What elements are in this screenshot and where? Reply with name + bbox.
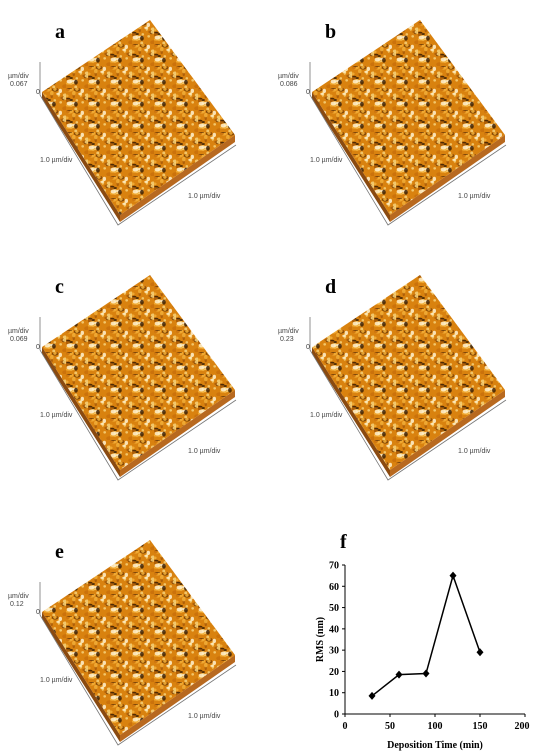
z-max: 0.067: [10, 81, 28, 88]
afm-surface: [42, 275, 235, 470]
y-tick-label: 70: [329, 561, 339, 572]
data-line: [372, 576, 480, 696]
x-tick-label: 100: [428, 721, 443, 732]
z-max: 0.086: [280, 81, 298, 88]
z-zero: 0: [306, 344, 310, 351]
y-tick-label: 30: [329, 646, 339, 657]
afm-surface: [312, 275, 505, 470]
z-zero: 0: [36, 89, 40, 96]
y-tick-label: 40: [329, 624, 339, 635]
data-point: [450, 572, 457, 580]
panel-label: c: [55, 276, 64, 298]
y-tick-label: 50: [329, 603, 339, 614]
afm-surface: [312, 20, 505, 215]
y-axis-label: 1.0 µm/div: [40, 412, 73, 419]
z-unit: µm/div: [8, 593, 29, 600]
x-tick-label: 150: [473, 721, 488, 732]
y-axis-label: 1.0 µm/div: [310, 412, 343, 419]
z-unit: µm/div: [8, 328, 29, 335]
panel-label: e: [55, 541, 64, 563]
x-tick-label: 50: [385, 721, 395, 732]
y-axis-label: 1.0 µm/div: [310, 157, 343, 164]
z-unit: µm/div: [278, 328, 299, 335]
y-tick-label: 60: [329, 582, 339, 593]
z-max: 0.12: [10, 601, 24, 608]
z-zero: 0: [306, 89, 310, 96]
x-axis-title: Deposition Time (min): [387, 740, 483, 751]
x-axis-label: 1.0 µm/div: [188, 448, 221, 455]
y-axis-title: RMS (nm): [315, 617, 326, 662]
z-unit: µm/div: [278, 73, 299, 80]
x-axis-label: 1.0 µm/div: [188, 713, 221, 720]
x-tick-label: 0: [343, 721, 348, 732]
data-point: [477, 648, 484, 656]
x-axis-label: 1.0 µm/div: [188, 193, 221, 200]
panel-label: f: [340, 531, 347, 553]
panel-label: b: [325, 21, 336, 43]
x-axis-label: 1.0 µm/div: [458, 448, 491, 455]
panel-label: d: [325, 276, 336, 298]
figure: aµm/div0.06701.0 µm/div1.0 µm/divbµm/div…: [0, 0, 534, 751]
afm-surface: [42, 20, 235, 215]
x-axis-label: 1.0 µm/div: [458, 193, 491, 200]
data-point: [423, 670, 430, 678]
y-axis-label: 1.0 µm/div: [40, 677, 73, 684]
x-tick-label: 200: [515, 721, 530, 732]
y-tick-label: 20: [329, 667, 339, 678]
z-unit: µm/div: [8, 73, 29, 80]
afm-surface: [42, 540, 235, 735]
z-zero: 0: [36, 609, 40, 616]
y-axis-label: 1.0 µm/div: [40, 157, 73, 164]
y-tick-label: 10: [329, 688, 339, 699]
z-max: 0.23: [280, 336, 294, 343]
y-tick-label: 0: [334, 710, 339, 721]
panel-label: a: [55, 21, 65, 43]
z-zero: 0: [36, 344, 40, 351]
z-max: 0.069: [10, 336, 28, 343]
